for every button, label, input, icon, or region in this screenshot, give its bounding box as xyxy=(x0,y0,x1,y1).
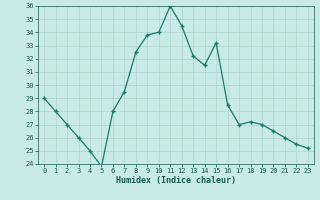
X-axis label: Humidex (Indice chaleur): Humidex (Indice chaleur) xyxy=(116,176,236,185)
